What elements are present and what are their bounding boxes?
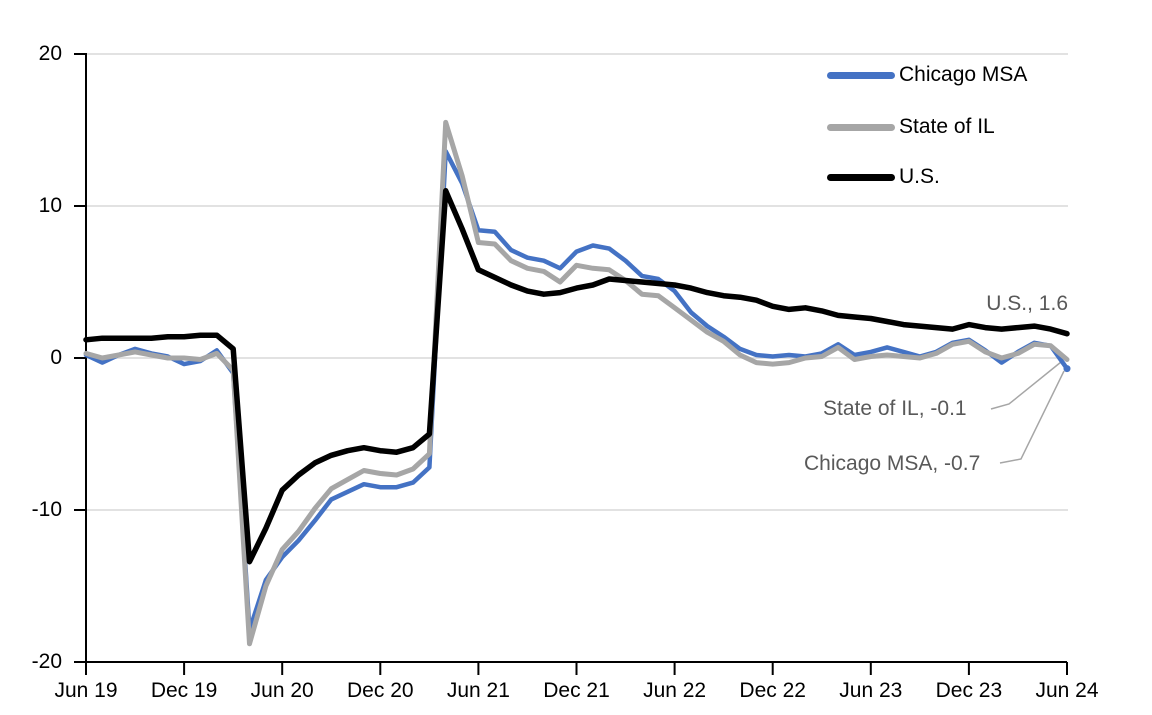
x-tick-label: Jun 24	[1035, 679, 1099, 702]
leader-line-state-of-il	[990, 361, 1062, 410]
x-tick-label: Dec 19	[150, 679, 218, 702]
x-tick-label: Dec 22	[739, 679, 806, 702]
legend-label-us: U.S.	[899, 165, 940, 188]
x-tick-label: Dec 20	[347, 679, 414, 702]
legend-label-state-of-il: State of IL	[899, 115, 995, 138]
annotation-us: U.S., 1.6	[986, 292, 1068, 315]
annotation-state-of-il: State of IL, -0.1	[823, 397, 967, 420]
legend-swatch-state-of-il	[827, 123, 895, 131]
x-tick-label: Jun 23	[839, 679, 903, 702]
leader-line-chicago-msa	[999, 370, 1065, 464]
legend-item-us: U.S.	[827, 165, 940, 189]
y-tick-label: -20	[31, 650, 62, 673]
endpoint-dot-chicago-msa	[1063, 365, 1071, 373]
x-tick-label: Dec 23	[935, 679, 1003, 702]
x-tick-label: Jun 19	[54, 679, 118, 702]
series-line-state-of-il	[83, 119, 1070, 647]
x-tick-label: Jun 21	[446, 679, 510, 702]
legend-item-state-of-il: State of IL	[827, 115, 995, 139]
legend-label-chicago-msa: Chicago MSA	[899, 63, 1028, 86]
x-tick-label: Dec 21	[543, 679, 610, 702]
legend-swatch-us	[827, 173, 895, 181]
legend-swatch-chicago-msa	[827, 71, 895, 79]
legend-item-chicago-msa: Chicago MSA	[827, 63, 1027, 87]
x-tick-label: Jun 20	[250, 679, 314, 702]
series-line-u-s-	[83, 188, 1070, 565]
y-tick-label: -10	[31, 498, 62, 521]
annotation-chicago-msa: Chicago MSA, -0.7	[804, 452, 981, 475]
y-tick-label: 20	[38, 42, 62, 65]
x-tick-label: Jun 22	[643, 679, 707, 702]
y-tick-label: 0	[50, 346, 62, 369]
y-tick-label: 10	[38, 194, 62, 217]
